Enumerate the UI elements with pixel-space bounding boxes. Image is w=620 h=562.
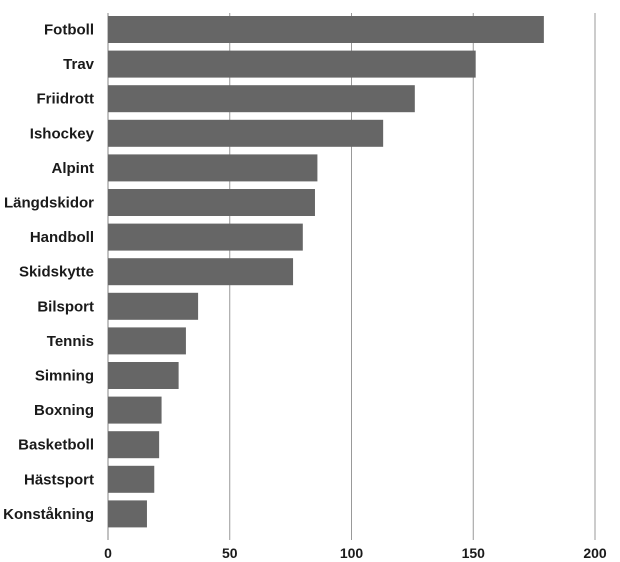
bar (108, 224, 303, 251)
bar (108, 500, 147, 527)
bar (108, 327, 186, 354)
bar (108, 189, 315, 216)
x-tick-label: 0 (104, 545, 112, 561)
category-label: Längdskidor (4, 195, 94, 212)
category-label: Hästsport (24, 471, 94, 488)
bar (108, 431, 159, 458)
category-label: Tennis (47, 333, 94, 350)
category-label: Konståkning (3, 506, 94, 523)
x-tick-label: 50 (222, 545, 238, 561)
bars (108, 16, 544, 527)
category-label: Fotboll (44, 22, 94, 39)
x-tick-label: 200 (583, 545, 607, 561)
category-labels: Fotboll Trav Friidrott Ishockey Alpint Längds… (3, 22, 94, 523)
x-axis-tick-labels: 0 50 100 150 200 (104, 545, 607, 561)
bar (108, 362, 179, 389)
x-tick-label: 150 (462, 545, 486, 561)
category-label: Boxning (34, 402, 94, 419)
bar (108, 120, 383, 147)
bar (108, 293, 198, 320)
bar (108, 85, 415, 112)
category-label: Bilsport (37, 298, 94, 315)
category-label: Ishockey (30, 125, 95, 142)
bar (108, 397, 162, 424)
bar (108, 51, 476, 78)
bar (108, 16, 544, 43)
category-label: Simning (35, 368, 94, 385)
category-label: Skidskytte (19, 264, 94, 281)
category-label: Handboll (30, 229, 94, 246)
bar (108, 258, 293, 285)
category-label: Friidrott (37, 91, 95, 108)
category-label: Alpint (52, 160, 95, 177)
bar (108, 154, 317, 181)
bar (108, 466, 154, 493)
category-label: Basketboll (18, 437, 94, 454)
category-label: Trav (63, 56, 95, 73)
x-tick-label: 100 (340, 545, 364, 561)
